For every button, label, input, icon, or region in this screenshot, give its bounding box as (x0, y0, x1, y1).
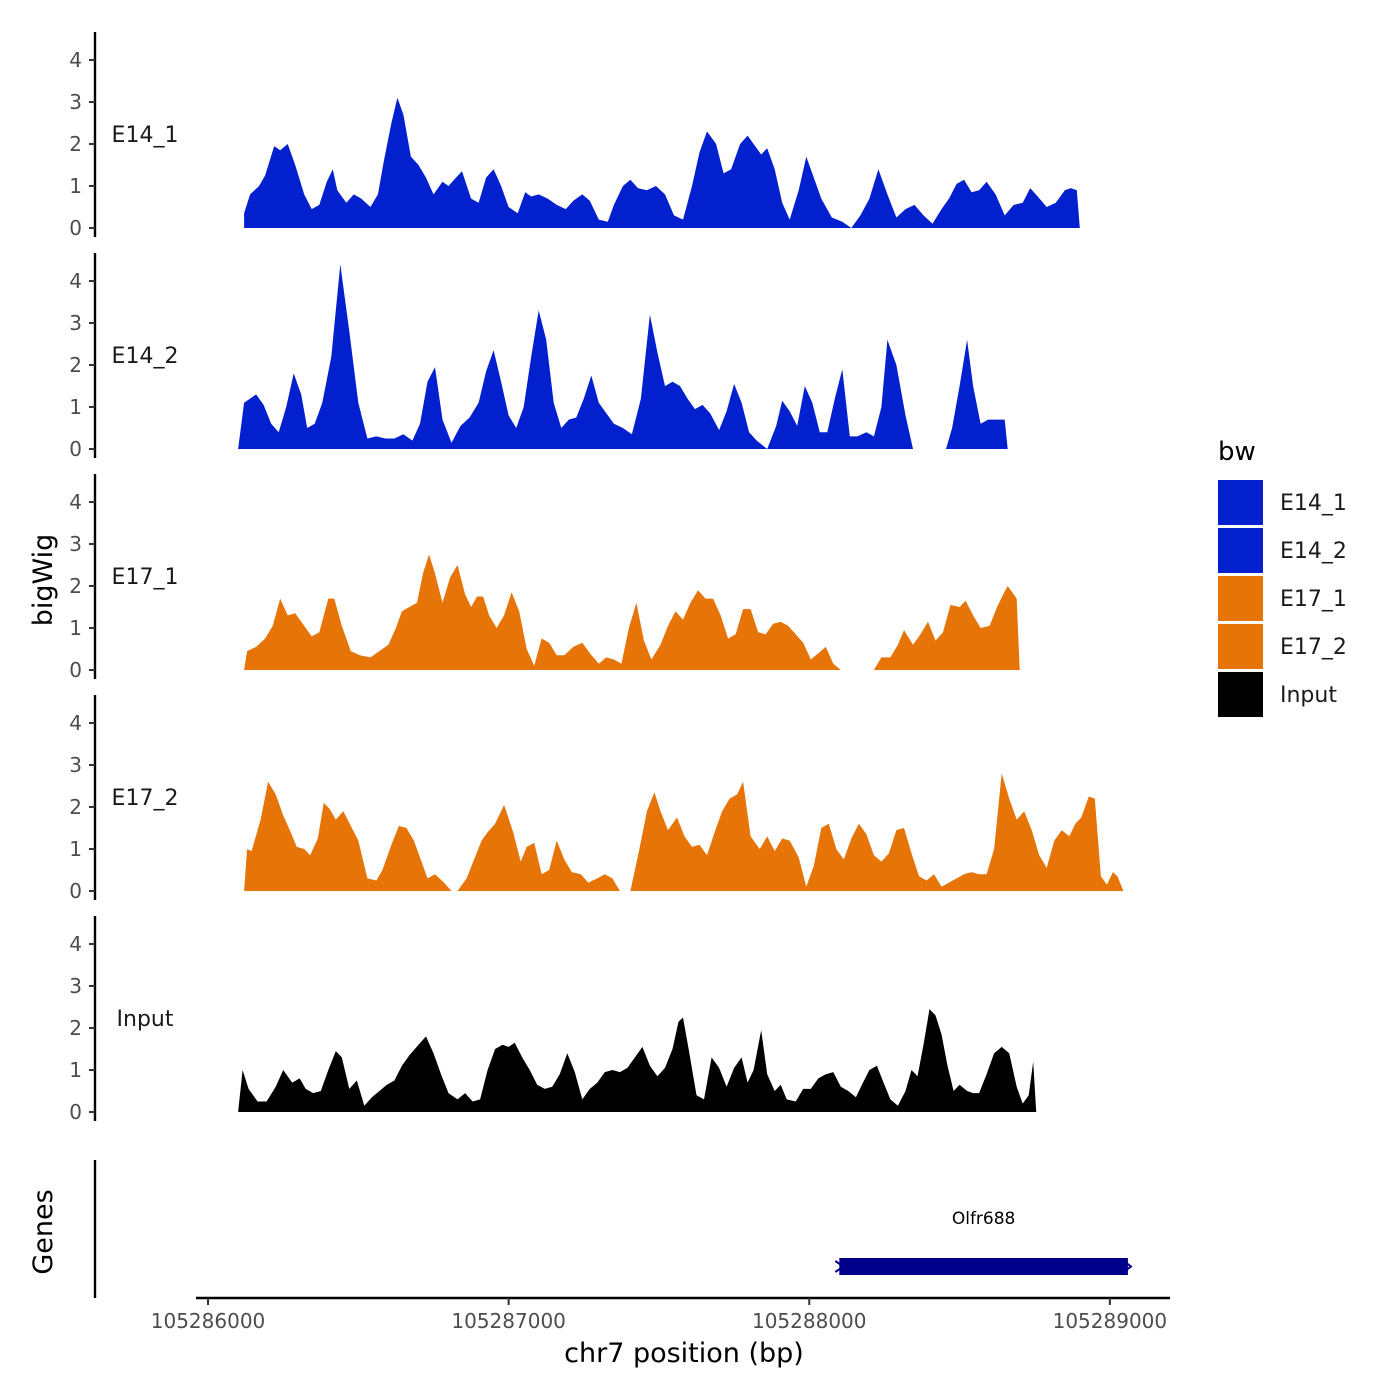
signal-area-Input (238, 1009, 1037, 1112)
y-tick-label: 1 (69, 837, 82, 861)
signal-area-E17_2 (244, 781, 452, 891)
y-tick-label: 4 (69, 711, 82, 735)
signal-area-E14_2 (238, 264, 914, 449)
y-tick-label: 2 (69, 132, 82, 156)
track-label: E17_1 (112, 565, 179, 590)
legend-items: E14_1 E14_2 E17_1 E17_2 Input (1218, 480, 1347, 717)
legend-title: bw (1218, 437, 1256, 467)
legend-item-E14_1: E14_1 (1218, 480, 1347, 525)
legend-label: E14_2 (1280, 539, 1347, 564)
signal-area-E17_2c (630, 773, 1124, 891)
y-tick-label: 4 (69, 490, 82, 514)
y-tick-label: 0 (69, 1100, 82, 1124)
track-E14_2: 0 1 2 3 4 E14_2 (69, 253, 1008, 461)
y-tick-label: 1 (69, 174, 82, 198)
legend-swatch (1218, 480, 1263, 525)
y-tick-label: 4 (69, 48, 82, 72)
gene-label: Olfr688 (952, 1209, 1016, 1229)
legend-swatch (1218, 624, 1263, 669)
y-tick-label: 2 (69, 1016, 82, 1040)
legend: bw E14_1 E14_2 E17_1 E17_2 Input (1218, 437, 1347, 717)
track-label: E14_1 (112, 123, 179, 148)
x-axis-title: chr7 position (bp) (564, 1338, 804, 1369)
signal-area-E14_1 (244, 97, 1080, 228)
legend-label: E17_2 (1280, 635, 1347, 660)
x-tick-label: 105289000 (1053, 1309, 1168, 1333)
legend-swatch (1218, 672, 1263, 717)
track-E17_1: 0 1 2 3 4 E17_1 (69, 474, 1020, 682)
y-tick-label: 3 (69, 532, 82, 556)
track-E14_1: 0 1 2 3 4 E14_1 (69, 32, 1080, 240)
legend-swatch (1218, 576, 1263, 621)
legend-item-E17_1: E17_1 (1218, 576, 1347, 621)
x-tick-label: 105286000 (151, 1309, 266, 1333)
y-tick-label: 1 (69, 1058, 82, 1082)
y-tick-label: 3 (69, 311, 82, 335)
signal-area-E17_1 (244, 554, 841, 670)
track-Input: 0 1 2 3 4 Input (69, 916, 1037, 1124)
signal-area-E17_2b (457, 804, 620, 891)
legend-label: Input (1280, 683, 1337, 708)
track-label: E17_2 (112, 786, 179, 811)
y-tick-label: 0 (69, 879, 82, 903)
y-tick-label: 3 (69, 90, 82, 114)
gene-strand-arrow (1123, 1260, 1133, 1273)
y-tick-label: 0 (69, 658, 82, 682)
gene-track: Olfr688 (93, 1160, 1133, 1298)
legend-item-E17_2: E17_2 (1218, 624, 1347, 669)
y-axis-title: bigWig (28, 534, 59, 627)
y-tick-label: 3 (69, 974, 82, 998)
gene-body-Olfr688 (839, 1258, 1128, 1275)
y-tick-label: 3 (69, 753, 82, 777)
x-tick-label: 105287000 (451, 1309, 566, 1333)
y-tick-label: 1 (69, 395, 82, 419)
y-tick-label: 0 (69, 437, 82, 461)
legend-label: E14_1 (1280, 491, 1347, 516)
signal-area-E14_2b (946, 339, 1008, 449)
y-tick-label: 2 (69, 574, 82, 598)
track-E17_2: 0 1 2 3 4 E17_2 (69, 695, 1124, 903)
gene-strand-arrow (834, 1260, 846, 1273)
track-label: E14_2 (112, 344, 179, 369)
signal-area-E17_1b (873, 586, 1020, 670)
legend-item-E14_2: E14_2 (1218, 528, 1347, 573)
legend-item-Input: Input (1218, 672, 1337, 717)
x-axis: 105286000 105287000 105288000 105289000 (151, 1296, 1170, 1333)
x-tick-label: 105288000 (752, 1309, 867, 1333)
legend-label: E17_1 (1280, 587, 1347, 612)
y-tick-label: 1 (69, 616, 82, 640)
tracks-layer: 0 1 2 3 4 E14_1 0 1 2 3 4 E14_2 0 1 2 3 4 E17_1 0 1 2 3 4 E17_2… (69, 32, 1124, 1124)
y-tick-label: 4 (69, 932, 82, 956)
y-tick-label: 2 (69, 353, 82, 377)
y-tick-label: 2 (69, 795, 82, 819)
track-label: Input (117, 1007, 174, 1032)
y-tick-label: 4 (69, 269, 82, 293)
y-tick-label: 0 (69, 216, 82, 240)
gene-track-title: Genes (28, 1189, 59, 1274)
legend-swatch (1218, 528, 1263, 573)
